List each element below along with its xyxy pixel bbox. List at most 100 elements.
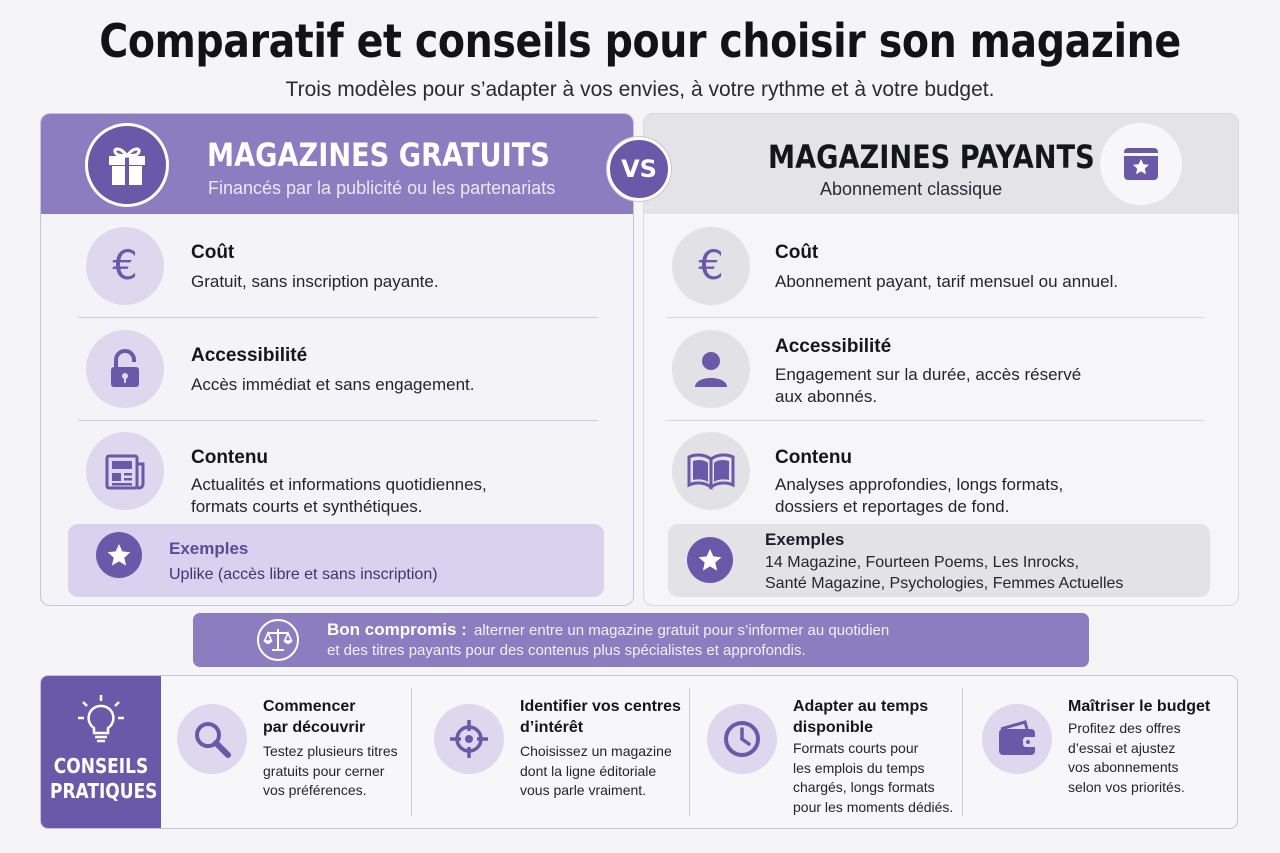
- paid-panel-subtitle: Abonnement classique: [820, 179, 1003, 199]
- tip-desc-line: selon vos priorités.: [1068, 778, 1185, 795]
- paid-row-cost: € Coût Abonnement payant, tarif mensuel …: [644, 227, 1238, 330]
- star-icon: [96, 532, 142, 578]
- paid-accessibility-desc-1: Engagement sur la durée, accès réservé: [775, 365, 1082, 384]
- balance-scale-icon: [257, 619, 299, 661]
- tip-desc-line: Choisissez un magazine: [520, 743, 672, 759]
- free-accessibility-title: Accessibilité: [191, 345, 308, 366]
- page-subtitle: Trois modèles pour s’adapter à vos envie…: [285, 78, 995, 101]
- tip-budget-desc: Profitez des offres d’essai et ajustez v…: [1068, 719, 1185, 797]
- tips-title-line-2: PRATIQUES: [50, 779, 158, 803]
- tips-title-line-1: CONSEILS: [53, 754, 149, 778]
- tip-budget-title: Maîtriser le budget: [1068, 696, 1210, 717]
- free-accessibility-desc: Accès immédiat et sans engagement.: [191, 375, 475, 394]
- vs-badge: VS: [607, 137, 671, 201]
- compromise-line-1: alterner entre un magazine gratuit pour …: [474, 622, 890, 639]
- tip-title-line: Maîtriser le budget: [1068, 698, 1211, 715]
- paid-examples-box: Exemples 14 Magazine, Fourteen Poems, Le…: [668, 524, 1210, 597]
- tip-desc-line: pour les moments dédiés.: [793, 798, 954, 815]
- paid-cost-desc: Abonnement payant, tarif mensuel ou annu…: [775, 272, 1119, 291]
- star-card-icon: [1100, 123, 1182, 205]
- tip-interests-title: Identifier vos centres d’intérêt: [520, 696, 681, 738]
- tip-title-line: Identifier vos centres: [520, 698, 681, 715]
- free-examples-box: Exemples Uplike (accès libre et sans ins…: [68, 524, 604, 597]
- divider: [78, 420, 598, 421]
- free-row-accessibility: Accessibilité Accès immédiat et sans eng…: [41, 330, 633, 433]
- tips-title: CONSEILS PRATIQUES: [50, 754, 158, 804]
- practical-tips-section: CONSEILS PRATIQUES Commencer par découvr…: [40, 675, 1238, 829]
- paid-examples-line-2: Santé Magazine, Psychologies, Femmes Act…: [765, 575, 1124, 592]
- free-examples-text: Uplike (accès libre et sans inscription): [169, 566, 438, 583]
- free-examples-title: Exemples: [169, 539, 249, 558]
- divider: [78, 317, 598, 318]
- compromise-label: Bon compromis :: [327, 620, 467, 639]
- clock-icon: [707, 704, 777, 774]
- tip-desc-line: d’essai et ajustez: [1068, 739, 1176, 756]
- paid-cost-title: Coût: [775, 242, 819, 263]
- newspaper-icon: [86, 432, 164, 510]
- paid-row-content: Contenu Analyses approfondies, longs for…: [644, 432, 1238, 535]
- tip-time-title: Adapter au temps disponible: [793, 696, 928, 738]
- wallet-icon: [982, 704, 1052, 774]
- tip-desc-line: gratuits pour cerner: [263, 762, 385, 779]
- tip-desc-line: Testez plusieurs titres: [263, 743, 398, 759]
- page-title: Comparatif et conseils pour choisir son …: [99, 14, 1181, 68]
- free-cost-desc: Gratuit, sans inscription payante.: [191, 272, 439, 291]
- unlocked-padlock-icon: [86, 330, 164, 408]
- tip-title-line: d’intérêt: [520, 719, 584, 736]
- paid-content-title: Contenu: [775, 447, 853, 468]
- paid-panel-title: MAGAZINES PAYANTS: [768, 138, 1095, 176]
- tip-title-line: par découvrir: [263, 719, 366, 736]
- tip-desc-line: vos abonnements: [1068, 759, 1179, 775]
- tip-desc-line: Profitez des offres: [1068, 720, 1181, 736]
- tip-title-line: Adapter au temps: [793, 698, 929, 715]
- free-cost-title: Coût: [191, 242, 235, 263]
- tip-time-desc: Formats courts pour les emplois du temps…: [793, 739, 953, 817]
- euro-icon: €: [86, 227, 164, 305]
- free-row-content: Contenu Actualités et informations quoti…: [41, 432, 633, 535]
- free-magazines-panel: MAGAZINES GRATUITS Financés par la publi…: [40, 113, 634, 606]
- tip-desc-line: vos préférences.: [263, 782, 367, 798]
- paid-accessibility-desc-2: aux abonnés.: [775, 387, 878, 406]
- tip-discover-title: Commencer par découvrir: [263, 696, 365, 738]
- paid-content-desc-1: Analyses approfondies, longs formats,: [775, 475, 1064, 494]
- divider: [689, 688, 690, 816]
- tip-desc-line: vous parle vraiment.: [520, 782, 647, 798]
- free-content-title: Contenu: [191, 447, 269, 468]
- paid-row-accessibility: Accessibilité Engagement sur la durée, a…: [644, 330, 1238, 433]
- paid-magazines-panel: MAGAZINES PAYANTS Abonnement classique €…: [643, 113, 1239, 606]
- euro-icon: €: [672, 227, 750, 305]
- tip-discover: Commencer par découvrir Testez plusieurs…: [161, 676, 411, 828]
- paid-examples-title: Exemples: [765, 530, 845, 549]
- divider: [666, 317, 1204, 318]
- free-panel-header: MAGAZINES GRATUITS Financés par la publi…: [41, 114, 633, 214]
- lightbulb-icon: [78, 695, 124, 743]
- tip-discover-desc: Testez plusieurs titres gratuits pour ce…: [263, 742, 398, 801]
- free-panel-title: MAGAZINES GRATUITS: [207, 136, 550, 174]
- target-icon: [434, 704, 504, 774]
- free-content-desc-1: Actualités et informations quotidiennes,: [191, 475, 487, 494]
- tip-interests: Identifier vos centres d’intérêt Choisis…: [418, 676, 688, 828]
- tips-sidebar: CONSEILS PRATIQUES: [41, 676, 161, 828]
- tip-interests-desc: Choisissez un magazine dont la ligne édi…: [520, 742, 672, 801]
- divider: [666, 420, 1204, 421]
- star-icon: [687, 537, 733, 583]
- tip-title-line: Commencer: [263, 698, 356, 715]
- free-content-desc-2: formats courts et synthétiques.: [191, 497, 423, 516]
- gift-icon: [85, 123, 169, 207]
- paid-accessibility-title: Accessibilité: [775, 336, 892, 357]
- magnifier-icon: [177, 704, 247, 774]
- divider: [962, 688, 963, 816]
- paid-examples-line-1: 14 Magazine, Fourteen Poems, Les Inrocks…: [765, 554, 1079, 571]
- user-icon: [672, 330, 750, 408]
- tip-desc-line: les emplois du temps: [793, 759, 925, 776]
- tip-title-line: disponible: [793, 719, 873, 736]
- svg-text:€: €: [112, 244, 137, 288]
- compromise-line-2: et des titres payants pour des contenus …: [327, 642, 806, 659]
- paid-content-desc-2: dossiers et reportages de fond.: [775, 497, 1010, 516]
- compromise-banner: Bon compromis : alterner entre un magazi…: [193, 613, 1089, 667]
- tip-desc-line: chargés, longs formats: [793, 779, 935, 795]
- tip-budget: Maîtriser le budget Profitez des offres …: [966, 676, 1236, 828]
- tip-time: Adapter au temps disponible Formats cour…: [691, 676, 961, 828]
- divider: [411, 688, 412, 816]
- svg-text:€: €: [698, 244, 723, 288]
